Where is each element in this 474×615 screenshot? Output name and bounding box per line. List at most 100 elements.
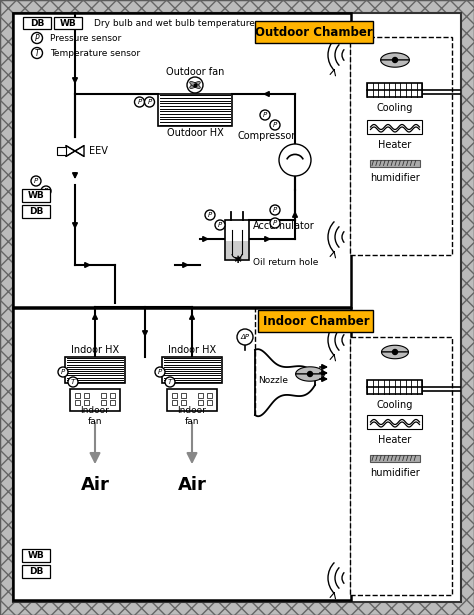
Text: Indoor HX: Indoor HX [168, 345, 216, 355]
Bar [198, 400, 203, 405]
Bar [70, 389, 120, 411]
Bar [207, 400, 212, 405]
Text: humidifier: humidifier [370, 173, 420, 183]
Text: P: P [61, 369, 65, 375]
Text: P: P [273, 207, 277, 213]
Bar [198, 393, 203, 398]
Circle shape [31, 33, 43, 44]
Text: Indoor
fan: Indoor fan [178, 407, 207, 426]
Text: Indoor
fan: Indoor fan [81, 407, 109, 426]
Bar [226, 241, 248, 259]
Bar [350, 337, 452, 595]
Bar [54, 17, 82, 29]
Bar [181, 400, 186, 405]
Bar [207, 393, 212, 398]
Bar [65, 357, 125, 383]
FancyBboxPatch shape [255, 21, 373, 43]
Text: T: T [35, 49, 39, 57]
Text: Air: Air [178, 476, 207, 494]
Text: Cooling: Cooling [377, 400, 413, 410]
Bar [167, 389, 217, 411]
Text: Outdoor Chamber: Outdoor Chamber [255, 25, 373, 39]
Bar [162, 357, 222, 383]
Text: Dry bulb and wet bulb temperature: Dry bulb and wet bulb temperature [94, 18, 255, 28]
Text: WB: WB [27, 191, 45, 199]
Text: Indoor HX: Indoor HX [71, 345, 119, 355]
Circle shape [31, 47, 43, 58]
Text: Nozzle: Nozzle [258, 376, 288, 384]
Text: DB: DB [29, 566, 43, 576]
Bar [57, 147, 66, 155]
Text: P: P [158, 369, 162, 375]
Circle shape [392, 349, 398, 354]
Circle shape [260, 110, 270, 120]
Circle shape [58, 367, 68, 377]
Text: P: P [208, 212, 212, 218]
Bar [370, 454, 420, 461]
Circle shape [41, 186, 51, 196]
Bar [101, 400, 106, 405]
Circle shape [392, 57, 398, 63]
Text: P: P [147, 99, 152, 105]
FancyBboxPatch shape [258, 310, 373, 332]
Bar [370, 159, 420, 167]
Bar [172, 393, 177, 398]
Text: Outdoor HX: Outdoor HX [167, 128, 223, 138]
Text: P: P [34, 178, 38, 184]
Text: T: T [71, 379, 75, 385]
Polygon shape [75, 146, 84, 156]
Text: Heater: Heater [378, 140, 411, 150]
Polygon shape [381, 60, 410, 67]
Text: T: T [168, 379, 172, 385]
Bar [22, 549, 50, 561]
Text: humidifier: humidifier [370, 468, 420, 478]
Text: Accumulator: Accumulator [253, 221, 315, 231]
Circle shape [155, 367, 165, 377]
Text: WB: WB [27, 550, 45, 560]
Text: P: P [273, 122, 277, 128]
Text: Cooling: Cooling [377, 103, 413, 113]
Circle shape [205, 210, 215, 220]
Circle shape [187, 77, 203, 93]
Bar [22, 189, 50, 202]
Bar [172, 400, 177, 405]
Polygon shape [296, 374, 324, 381]
Text: Indoor Chamber: Indoor Chamber [263, 314, 369, 328]
Bar [110, 393, 115, 398]
Polygon shape [66, 146, 75, 156]
Bar [84, 400, 89, 405]
Polygon shape [382, 352, 409, 359]
Text: P: P [35, 33, 39, 42]
Bar [367, 415, 422, 429]
Circle shape [270, 120, 280, 130]
Text: P: P [218, 222, 222, 228]
Circle shape [237, 329, 253, 345]
Bar [101, 393, 106, 398]
Text: DB: DB [29, 207, 43, 215]
Text: Temperature sensor: Temperature sensor [50, 49, 140, 57]
Text: Air: Air [81, 476, 109, 494]
Bar [13, 308, 351, 600]
Circle shape [215, 220, 225, 230]
Circle shape [270, 218, 280, 228]
Bar [22, 565, 50, 577]
Circle shape [145, 97, 155, 107]
Bar [75, 393, 80, 398]
Ellipse shape [190, 82, 201, 89]
Text: Pressure sensor: Pressure sensor [50, 33, 121, 42]
Text: ΔP: ΔP [240, 334, 249, 340]
Circle shape [135, 97, 145, 107]
Bar [350, 37, 452, 255]
Text: WB: WB [60, 18, 76, 28]
Text: P: P [263, 112, 267, 118]
Text: P: P [44, 188, 48, 194]
Text: Compressor: Compressor [238, 131, 296, 141]
Text: Heater: Heater [378, 435, 411, 445]
Bar [367, 380, 422, 394]
Circle shape [279, 144, 311, 176]
Text: Oil return hole: Oil return hole [253, 258, 319, 266]
Polygon shape [382, 345, 409, 352]
Bar [367, 83, 422, 97]
Bar [367, 120, 422, 134]
Polygon shape [296, 367, 324, 374]
